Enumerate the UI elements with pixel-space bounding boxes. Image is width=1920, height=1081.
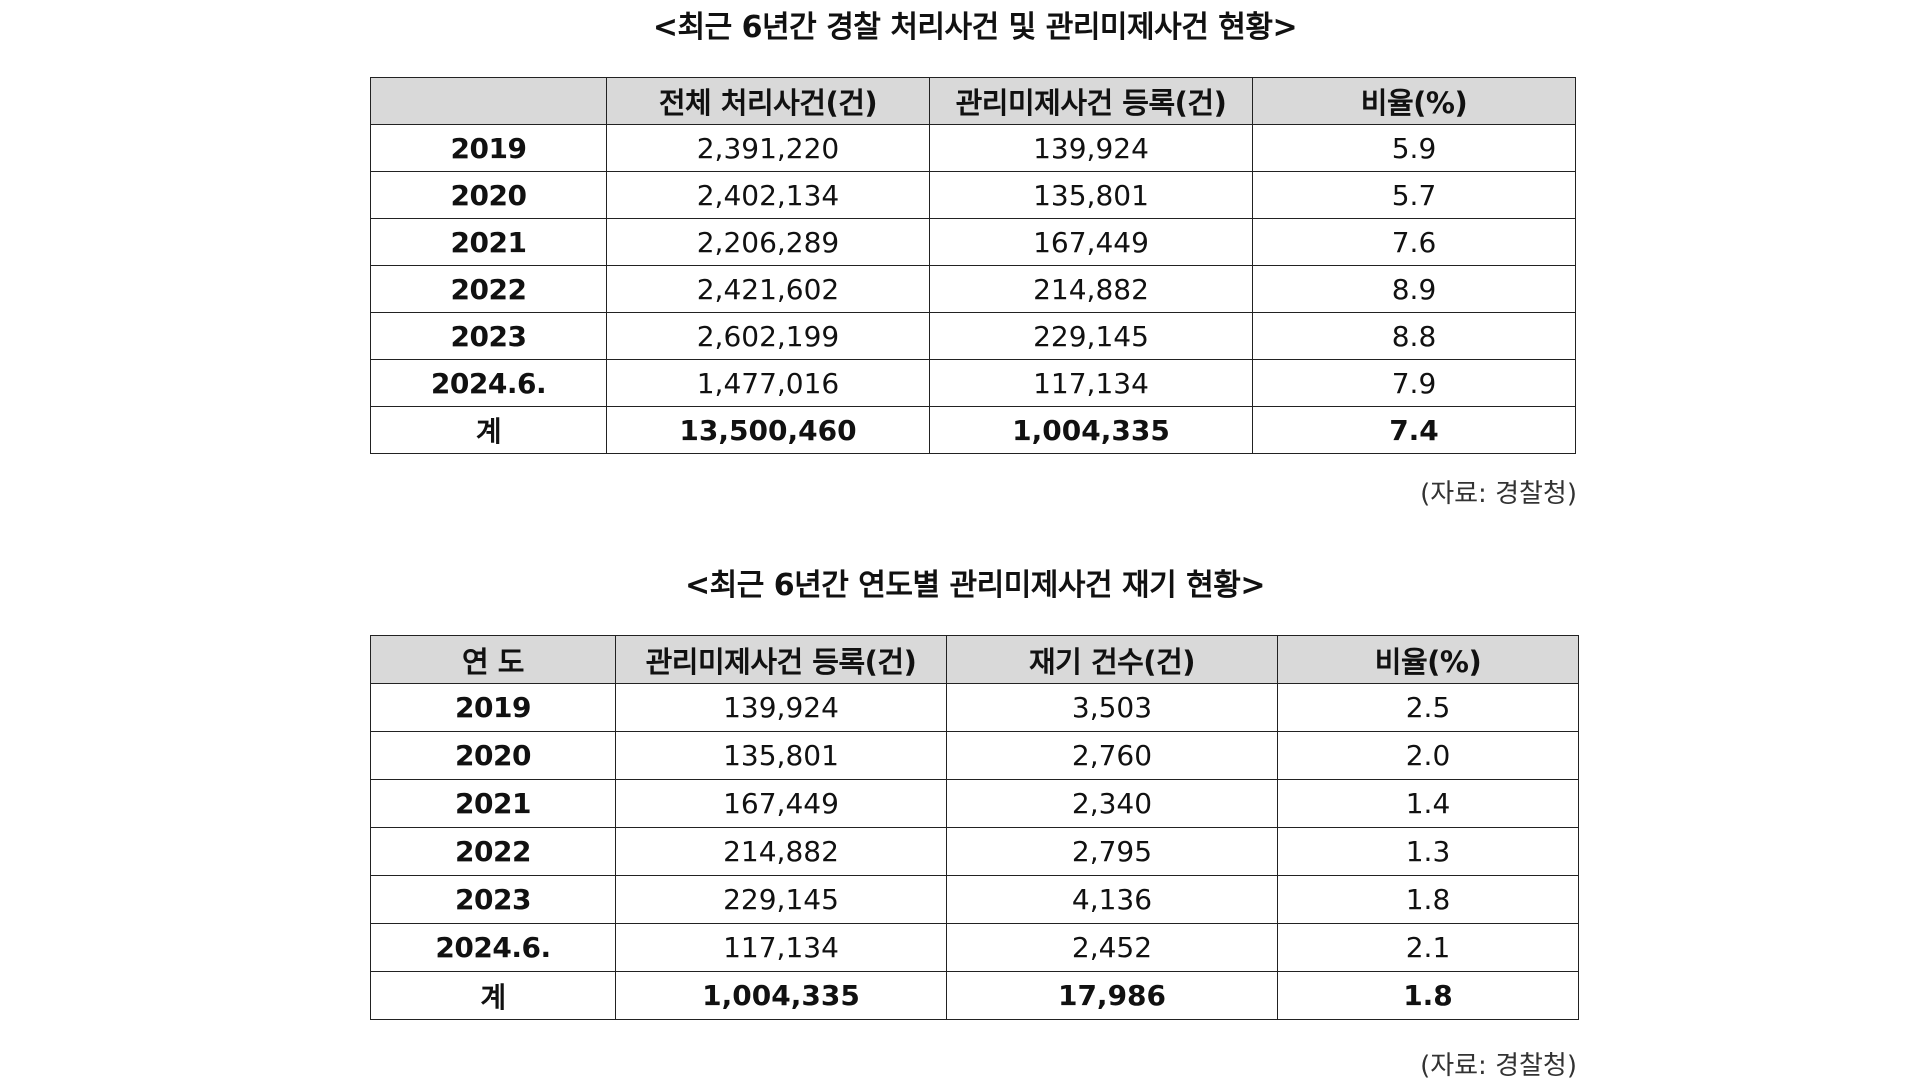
total-row: 계 1,004,335 17,986 1.8 [370,971,1579,1020]
unsolved-cell: 229,145 [929,312,1253,360]
ratio-cell: 1.4 [1277,779,1579,828]
total-cases-cell: 2,602,199 [606,312,930,360]
unsolved-cell: 139,924 [615,683,947,732]
reopened-cell: 2,760 [946,731,1278,780]
ratio-sum-cell: 7.4 [1252,406,1576,454]
ratio-cell: 7.6 [1252,218,1576,266]
table-row: 2023 229,145 4,136 1.8 [370,875,1579,924]
ratio-cell: 2.1 [1277,923,1579,972]
ratio-cell: 8.9 [1252,265,1576,313]
header-row: 전체 처리사건(건) 관리미제사건 등록(건) 비율(%) [370,77,1576,125]
ratio-cell: 7.9 [1252,359,1576,407]
header-cell-total-cases: 전체 처리사건(건) [606,77,930,125]
unsolved-cell: 139,924 [929,124,1253,172]
unsolved-cell: 117,134 [615,923,947,972]
header-cell-unsolved-registered: 관리미제사건 등록(건) [929,77,1253,125]
year-cell: 2022 [370,827,616,876]
reopened-cases-table: 연 도 관리미제사건 등록(건) 재기 건수(건) 비율(%) 2019 139… [370,635,1579,1020]
table-row: 2020 2,402,134 135,801 5.7 [370,171,1576,219]
header-cell-ratio: 비율(%) [1252,77,1576,125]
year-cell: 2021 [370,779,616,828]
table-row: 2022 214,882 2,795 1.3 [370,827,1579,876]
total-row: 계 13,500,460 1,004,335 7.4 [370,406,1576,454]
reopened-sum-cell: 17,986 [946,971,1278,1020]
total-label-cell: 계 [370,406,607,454]
total-cases-sum-cell: 13,500,460 [606,406,930,454]
unsolved-cell: 135,801 [929,171,1253,219]
header-cell-year: 연 도 [370,635,616,684]
year-cell: 2020 [370,731,616,780]
table1-source-note: (자료: 경찰청) [1420,479,1577,509]
table2-source-note: (자료: 경찰청) [1420,1051,1577,1081]
unsolved-cell: 167,449 [615,779,947,828]
table1-title: <최근 6년간 경찰 처리사건 및 관리미제사건 현황> [652,10,1298,45]
ratio-cell: 8.8 [1252,312,1576,360]
ratio-cell: 1.8 [1277,875,1579,924]
table-row: 2021 167,449 2,340 1.4 [370,779,1579,828]
table-row: 2023 2,602,199 229,145 8.8 [370,312,1576,360]
year-cell: 2023 [370,312,607,360]
header-cell-ratio: 비율(%) [1277,635,1579,684]
header-cell-reopened-count: 재기 건수(건) [946,635,1278,684]
year-cell: 2021 [370,218,607,266]
table-row: 2022 2,421,602 214,882 8.9 [370,265,1576,313]
year-cell: 2019 [370,683,616,732]
year-cell: 2019 [370,124,607,172]
unsolved-cell: 214,882 [615,827,947,876]
unsolved-cell: 117,134 [929,359,1253,407]
unsolved-sum-cell: 1,004,335 [929,406,1253,454]
total-cases-cell: 1,477,016 [606,359,930,407]
reopened-cell: 2,340 [946,779,1278,828]
unsolved-cell: 214,882 [929,265,1253,313]
year-cell: 2023 [370,875,616,924]
table-row: 2019 2,391,220 139,924 5.9 [370,124,1576,172]
header-cell-year [370,77,607,125]
year-cell: 2024.6. [370,359,607,407]
unsolved-cell: 167,449 [929,218,1253,266]
table-row: 2021 2,206,289 167,449 7.6 [370,218,1576,266]
year-cell: 2020 [370,171,607,219]
total-cases-cell: 2,206,289 [606,218,930,266]
total-label-cell: 계 [370,971,616,1020]
processed-cases-table: 전체 처리사건(건) 관리미제사건 등록(건) 비율(%) 2019 2,391… [370,77,1576,454]
table-row: 2024.6. 1,477,016 117,134 7.9 [370,359,1576,407]
ratio-cell: 1.3 [1277,827,1579,876]
ratio-cell: 2.5 [1277,683,1579,732]
unsolved-sum-cell: 1,004,335 [615,971,947,1020]
table-row: 2019 139,924 3,503 2.5 [370,683,1579,732]
year-cell: 2024.6. [370,923,616,972]
ratio-sum-cell: 1.8 [1277,971,1579,1020]
total-cases-cell: 2,391,220 [606,124,930,172]
table2-title: <최근 6년간 연도별 관리미제사건 재기 현황> [684,568,1266,603]
reopened-cell: 3,503 [946,683,1278,732]
unsolved-cell: 229,145 [615,875,947,924]
header-cell-unsolved-registered: 관리미제사건 등록(건) [615,635,947,684]
header-row: 연 도 관리미제사건 등록(건) 재기 건수(건) 비율(%) [370,635,1579,684]
reopened-cell: 4,136 [946,875,1278,924]
table-row: 2020 135,801 2,760 2.0 [370,731,1579,780]
ratio-cell: 2.0 [1277,731,1579,780]
ratio-cell: 5.7 [1252,171,1576,219]
unsolved-cell: 135,801 [615,731,947,780]
reopened-cell: 2,452 [946,923,1278,972]
year-cell: 2022 [370,265,607,313]
reopened-cell: 2,795 [946,827,1278,876]
total-cases-cell: 2,402,134 [606,171,930,219]
ratio-cell: 5.9 [1252,124,1576,172]
table-row: 2024.6. 117,134 2,452 2.1 [370,923,1579,972]
total-cases-cell: 2,421,602 [606,265,930,313]
